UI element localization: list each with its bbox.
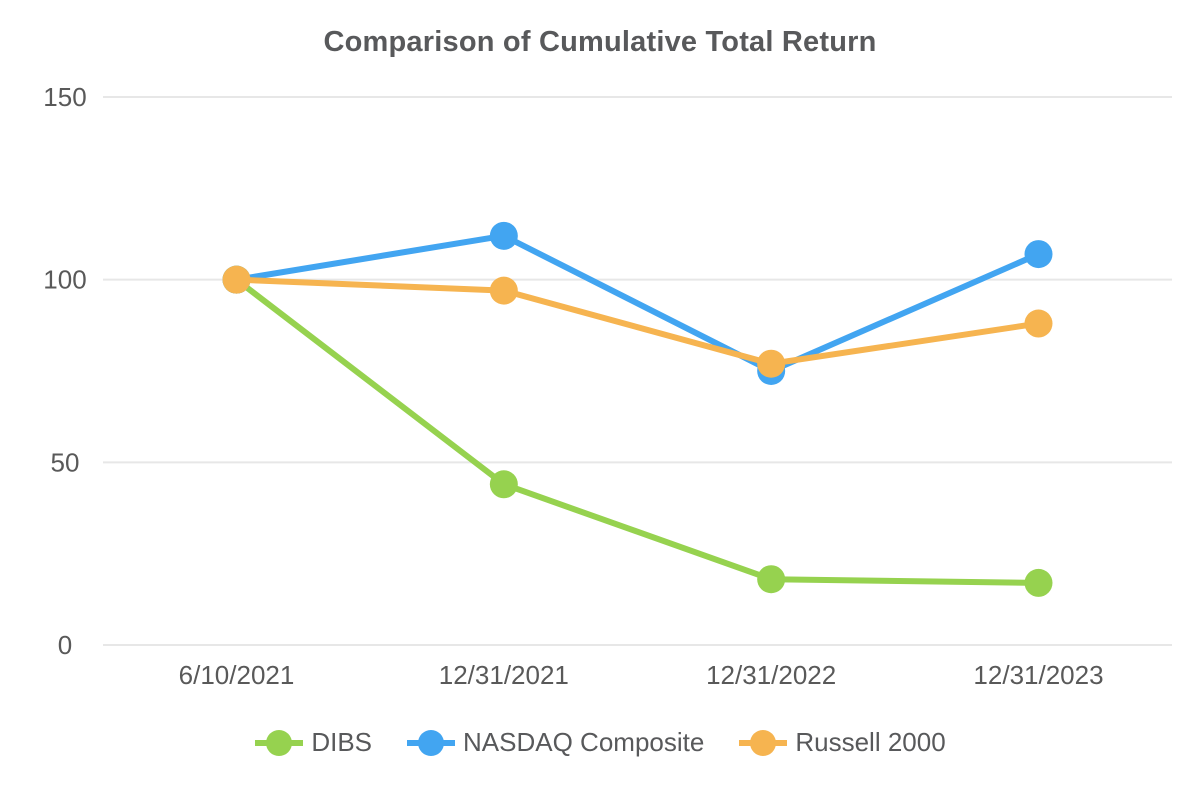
series-line-russell-2000 [236, 276, 1039, 367]
y-axis-tick-label-150: 150 [43, 82, 86, 112]
legend-marker-icon [407, 729, 456, 756]
legend-label-nasdaq-composite: NASDAQ Composite [463, 727, 705, 757]
series-line-dibs [234, 277, 1039, 586]
chart-legend: DIBS NASDAQ Composite Russell 2000 [0, 727, 1200, 758]
data-point-russell-2000-4 [1024, 309, 1053, 338]
legend-label-russell-2000: Russell 2000 [795, 727, 946, 757]
legend-item-nasdaq-composite[interactable]: NASDAQ Composite [406, 727, 704, 758]
y-axis-tick-label-0: 0 [58, 630, 72, 660]
data-point-dibs-2 [489, 470, 518, 499]
y-axis-tick-label-50: 50 [51, 447, 80, 477]
chart-title: Comparison of Cumulative Total Return [323, 26, 877, 58]
data-point-dibs-3 [757, 565, 786, 594]
x-axis-tick-label-1: 6/10/2021 [179, 660, 295, 690]
data-point-russell-2000-3 [757, 349, 786, 378]
legend-item-dibs[interactable]: DIBS [254, 727, 372, 758]
data-point-nasdaq-composite-4 [1024, 240, 1053, 269]
x-axis-tick-label-4: 12/31/2023 [973, 660, 1103, 690]
legend-marker-icon [739, 729, 788, 756]
x-axis-tick-label-2: 12/31/2021 [439, 660, 569, 690]
x-axis-tick-label-3: 12/31/2022 [706, 660, 836, 690]
series-line-nasdaq-composite [236, 232, 1040, 374]
data-point-nasdaq-composite-2 [489, 221, 518, 250]
data-point-dibs-4 [1024, 568, 1053, 597]
data-point-russell-2000-2 [489, 276, 518, 305]
y-axis-tick-label-100: 100 [43, 265, 86, 295]
legend-item-russell-2000[interactable]: Russell 2000 [738, 727, 946, 758]
legend-label-dibs: DIBS [311, 727, 373, 757]
legend-marker-icon [255, 729, 304, 756]
data-point-russell-2000-1 [222, 265, 251, 294]
